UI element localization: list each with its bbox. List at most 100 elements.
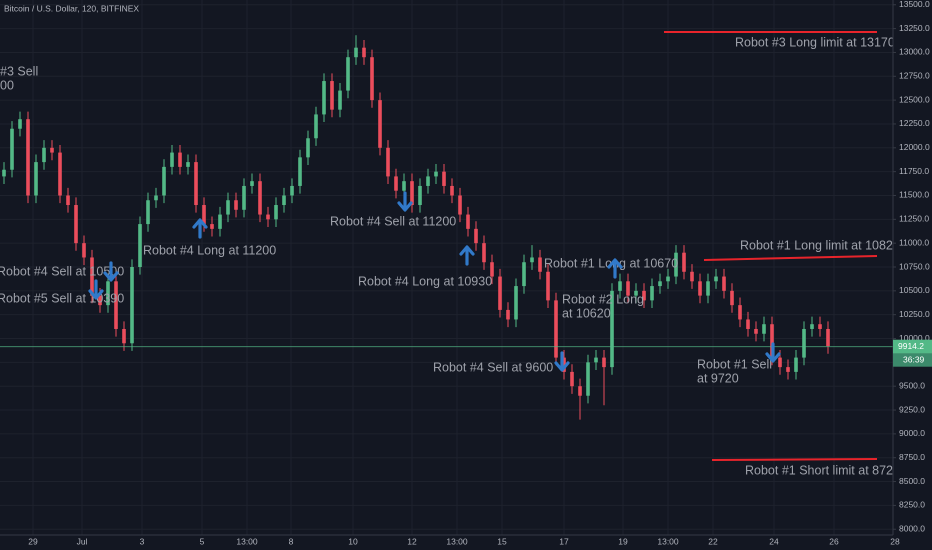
candle-body xyxy=(714,276,718,282)
candle-body xyxy=(594,357,598,363)
x-tick-label: 13:00 xyxy=(236,536,258,546)
candle-body xyxy=(26,119,30,196)
signal-arrow xyxy=(554,351,570,372)
candle-body xyxy=(50,147,54,153)
candle-body xyxy=(338,90,342,110)
x-tick-label: 17 xyxy=(559,536,569,546)
y-tick-label: 8250.0 xyxy=(899,500,925,510)
x-tick-label: 12 xyxy=(407,536,417,546)
candle-body xyxy=(186,162,190,167)
signal-arrow xyxy=(103,261,119,282)
candle-body xyxy=(242,185,246,210)
y-tick-label: 10000.0 xyxy=(899,333,930,343)
candle-body xyxy=(298,157,302,186)
candle-body xyxy=(34,162,38,196)
annotation: Robot #4 Long at 11200 xyxy=(143,243,276,257)
candle-body xyxy=(2,169,6,177)
candle-body xyxy=(722,276,726,291)
candle-body xyxy=(426,176,430,186)
candle-body xyxy=(346,57,350,91)
candle-body xyxy=(250,181,254,186)
x-tick-label: 5 xyxy=(200,536,205,546)
y-tick-label: 9500.0 xyxy=(899,380,925,390)
candle-body xyxy=(42,147,46,163)
x-tick-label: 3 xyxy=(140,536,145,546)
candle-body xyxy=(266,214,270,220)
y-tick-label: 11500.0 xyxy=(899,190,929,200)
countdown-label: 36:39 xyxy=(903,354,925,364)
candle-body xyxy=(522,262,526,287)
candle-body xyxy=(474,228,478,244)
candle-body xyxy=(258,181,262,215)
annotation: Robot #1 Long limit at 10820 xyxy=(740,238,900,252)
countdown-box xyxy=(893,353,932,367)
candle-body xyxy=(290,185,294,196)
x-axis-panel xyxy=(0,535,932,550)
annotation: Robot #1 Sell xyxy=(697,357,772,371)
y-axis-panel xyxy=(893,0,932,550)
candle-body xyxy=(362,47,366,58)
signal-arrow xyxy=(607,258,623,279)
annotation: Robot #4 Sell at 11200 xyxy=(330,214,456,228)
candle-body xyxy=(130,267,134,344)
candle-body xyxy=(602,357,606,368)
candle-body xyxy=(610,290,614,368)
candle-body xyxy=(634,290,638,296)
candle-body xyxy=(218,214,222,229)
x-tick-label: 22 xyxy=(708,536,718,546)
candle-body xyxy=(418,185,422,206)
y-tick-label: 10750.0 xyxy=(899,261,930,271)
candle-body xyxy=(450,185,454,196)
candle-body xyxy=(562,357,566,372)
candle-body xyxy=(10,128,14,170)
annotation: 00 xyxy=(0,78,14,92)
x-tick-label: 26 xyxy=(829,536,839,546)
candle-body xyxy=(746,319,750,329)
annotation: at 10620 xyxy=(562,306,611,320)
candle-body xyxy=(434,171,438,177)
candle-body xyxy=(74,205,78,244)
x-tick-label: 24 xyxy=(769,536,779,546)
x-tick-label: 8 xyxy=(289,536,294,546)
candle-body xyxy=(682,252,686,272)
y-tick-label: 8000.0 xyxy=(899,523,925,533)
candle-body xyxy=(674,252,678,277)
candle-body xyxy=(82,243,86,258)
candle-body xyxy=(802,328,806,358)
candle-body xyxy=(394,176,398,191)
candle-body xyxy=(786,367,790,372)
candle-body xyxy=(466,214,470,229)
candle-body xyxy=(210,224,214,229)
grid xyxy=(0,0,893,535)
candle-body xyxy=(106,281,110,306)
candle-body xyxy=(306,138,310,158)
candle-body xyxy=(738,305,742,320)
candle-body xyxy=(402,181,406,191)
candle-body xyxy=(138,224,142,267)
candle-body xyxy=(370,57,374,101)
candle-body xyxy=(98,295,102,306)
candle-body xyxy=(658,281,662,287)
candle-body xyxy=(410,181,414,206)
annotation: Robot #3 Long limit at 13170 xyxy=(735,35,895,49)
candle-body xyxy=(202,205,206,225)
overlay xyxy=(664,31,878,461)
candle-body xyxy=(618,281,622,291)
candle-body xyxy=(490,262,494,277)
candle-body xyxy=(690,271,694,282)
candle-body xyxy=(730,290,734,306)
y-tick-label: 13000.0 xyxy=(899,47,930,57)
signal-arrow xyxy=(88,279,104,300)
candle-body xyxy=(554,300,558,358)
candle-body xyxy=(770,324,774,358)
y-tick-label: 13500.0 xyxy=(899,0,930,9)
candle-body xyxy=(322,81,326,115)
signal-arrow xyxy=(459,245,475,266)
candle-body xyxy=(810,324,814,329)
candle-body xyxy=(162,166,166,196)
x-tick-label: 13:00 xyxy=(657,536,679,546)
